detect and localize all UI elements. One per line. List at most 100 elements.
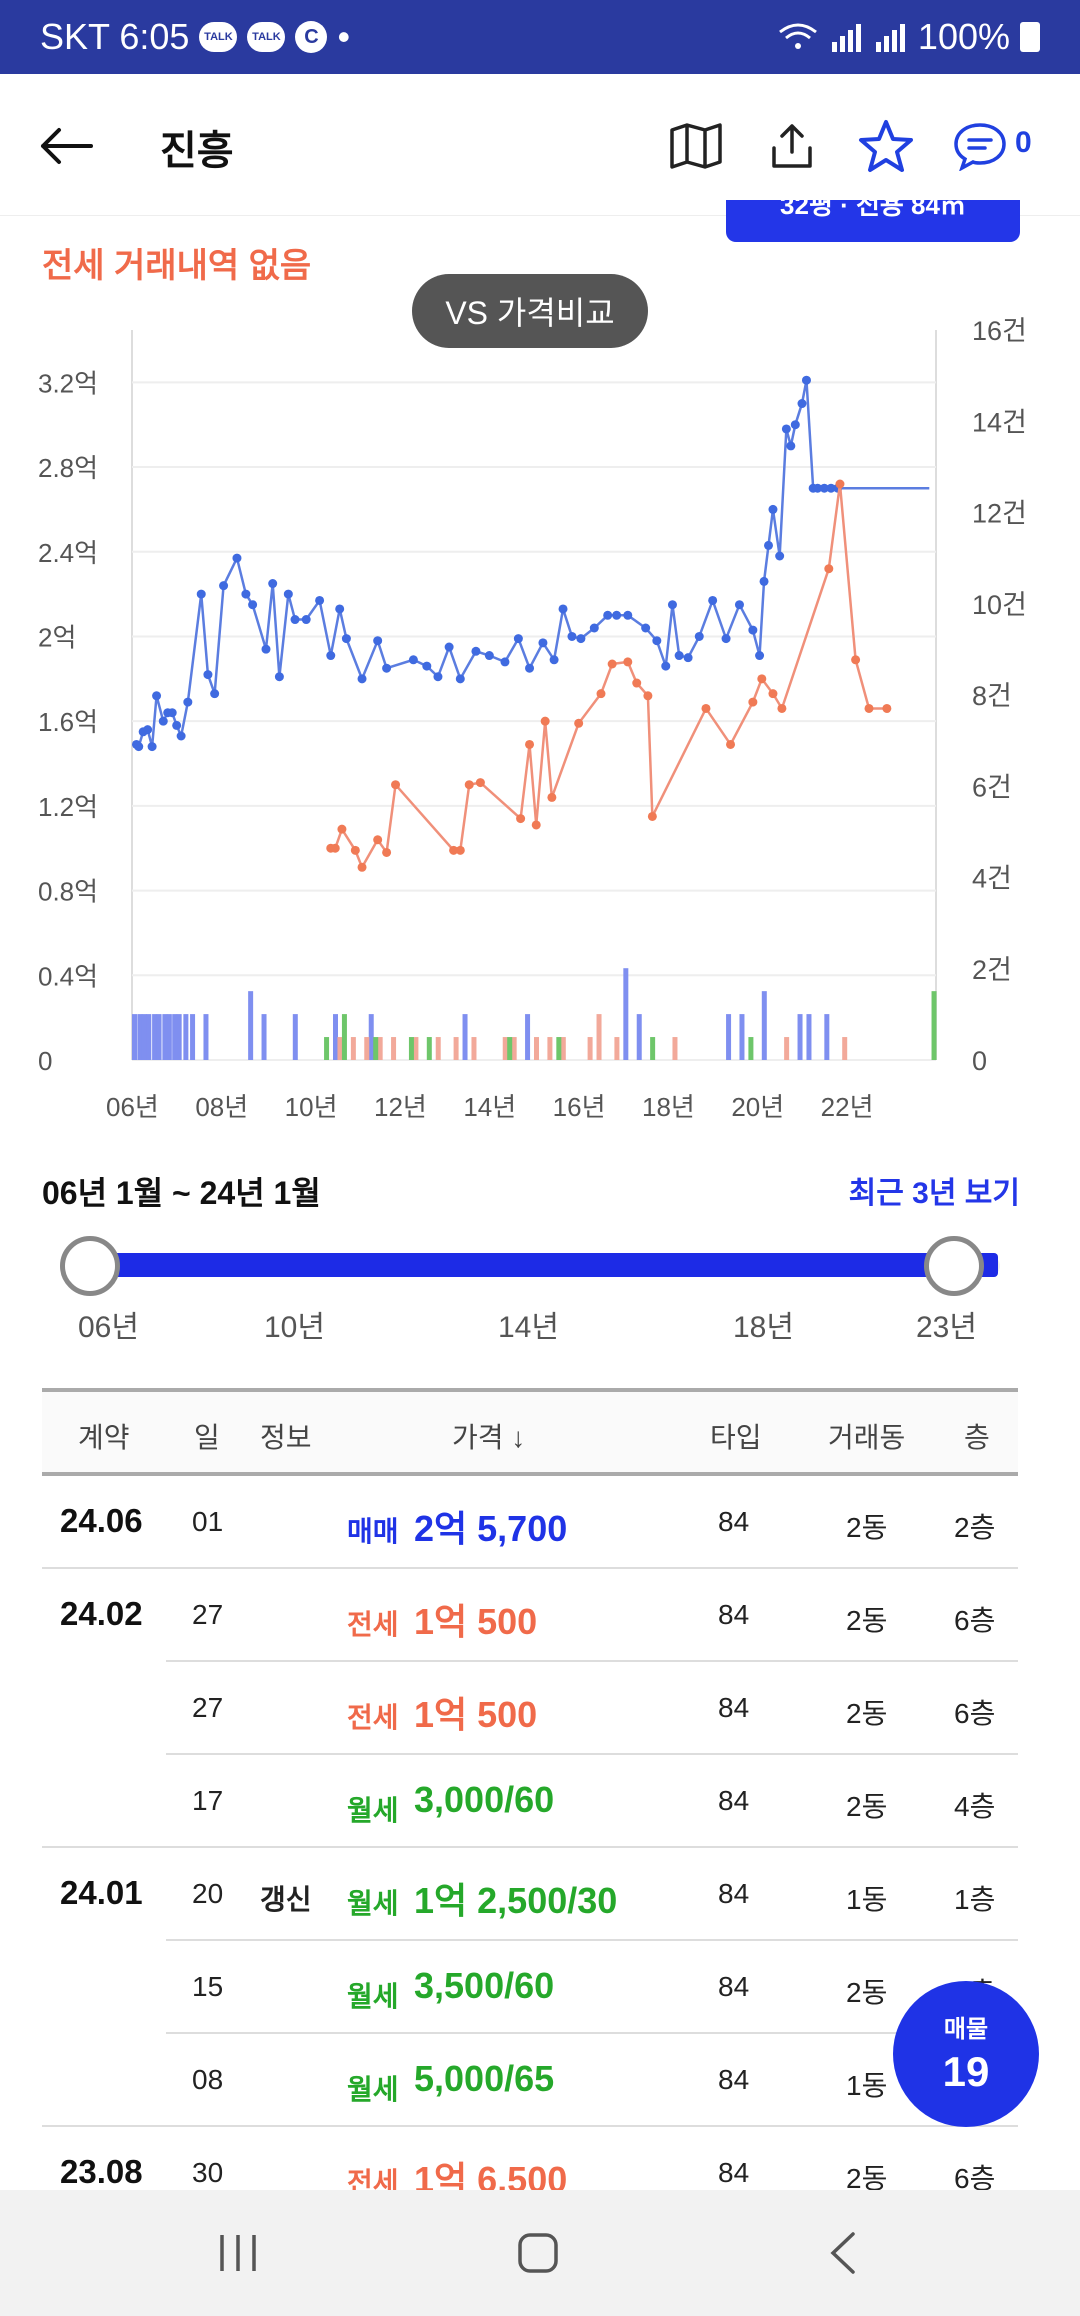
floor: 1층 [954,1884,996,1915]
share-button[interactable] [762,118,822,174]
chart-volume-bar [471,1037,477,1060]
sale-price-point [768,504,778,514]
listings-fab[interactable]: 매물 19 [893,1981,1039,2127]
comments-button[interactable] [950,118,1010,174]
rent-price-point [835,479,845,489]
chart-volume-bar [152,1014,158,1060]
contract-month: 23.08 [60,2153,143,2190]
home-button[interactable] [498,2220,578,2286]
chart-x-tick-label: 18년 [642,1092,695,1122]
chart-volume-bar [636,1014,642,1060]
type-selector[interactable]: 32평 · 전용 84㎡ [726,200,1020,242]
system-back-button[interactable] [802,2220,882,2286]
chart-x-tick-label: 22년 [821,1092,874,1122]
sale-price-point [813,483,823,493]
range-slider-track[interactable] [90,1253,998,1277]
sale-price-point [341,634,351,644]
sale-price-point [283,589,293,599]
sale-price-point [326,651,336,661]
table-row[interactable]: 24.01 20 갱신 월세 1억 2,500/30 84 1동 1층 [42,1848,1018,1941]
chart-y-tick-label: 0.4억 [38,961,98,991]
map-button[interactable] [666,118,726,174]
row-divider [42,1846,1018,1848]
sale-price-point [801,375,811,385]
chart-x-tick-label: 10년 [285,1092,338,1122]
range-slider-end-handle[interactable] [924,1236,984,1296]
sale-price-point [513,634,523,644]
chart-volume-bar [337,1037,343,1060]
listings-count: 19 [942,2048,990,2095]
rent-price-point [516,814,526,824]
contract-day: 30 [192,2157,224,2188]
table-row[interactable]: 27 전세 1억 500 84 2동 6층 [42,1662,1018,1755]
chart-x-tick-label: 12년 [374,1092,427,1122]
rent-price-point [330,843,340,853]
recents-button[interactable] [198,2220,278,2286]
header-day: 일 [194,1422,220,1453]
table-row[interactable]: 08 월세 5,000/65 84 1동 [42,2034,1018,2127]
rent-price-point [851,655,861,665]
chart-volume-bar [426,1037,432,1060]
chart-volume-bar [333,1014,338,1060]
table-row[interactable]: 17 월세 3,000/60 84 2동 4층 [42,1755,1018,1848]
sale-price-point [158,716,168,726]
price-chart: 0 0.4억 0.8억 1.2억 1.6억 2억 2.4억 2.8억 3.2억 0 2건 4건 6건 8건… [38,316,1027,1122]
sale-price-point [694,631,704,641]
chart-y-right-tick-label: 4건 [972,864,1012,894]
contract-day: 01 [192,1506,224,1537]
table-row[interactable]: 24.06 01 매매 2억 5,700 84 2동 2층 [42,1476,1018,1569]
chart-volume-bar [190,1014,196,1060]
sale-price-point [382,663,392,673]
sale-price-point [232,553,242,563]
sale-price-point [433,672,443,682]
deal-price: 1억 500 [414,1601,538,1642]
sale-price-point [674,651,684,661]
sale-price-point [538,638,548,648]
chart-volume-bar [373,1037,379,1060]
rent-price-point [777,703,787,713]
sale-price-point [759,576,769,586]
deal-kind: 월세 [347,1888,399,1919]
deal-kind: 전세 [347,1609,399,1640]
chart-y-right-tick-label: 14건 [972,407,1027,437]
recent-3-years-button[interactable]: 최근 3년 보기 [848,1177,1020,1210]
header-price-sort[interactable]: 가격 ↓ [452,1422,526,1453]
chart-volume-bar [156,1014,162,1060]
rent-price-point [748,697,758,707]
sale-price-point [819,483,829,493]
chart-volume-bar [162,1014,168,1060]
table-row[interactable]: 24.02 27 전세 1억 500 84 2동 6층 [42,1569,1018,1662]
deal-kind: 매매 [347,1516,399,1547]
chart-volume-bar [672,1037,678,1060]
sale-price-point [261,644,271,654]
chart-volume-bar [176,1014,182,1060]
sale-price-point [196,589,206,599]
vs-compare-button[interactable]: VS 가격비교 [412,274,648,348]
contract-month: 24.02 [60,1595,143,1632]
rent-price-point [643,691,653,701]
unit-type: 84 [718,1599,750,1630]
chart-volume-bar [324,1037,330,1060]
sale-price-point [484,651,494,661]
range-slider-start-handle[interactable] [60,1236,120,1296]
deal-price: 1억 2,500/30 [414,1880,618,1921]
chart-y-tick-label: 0.8억 [38,877,98,907]
sale-price-point [652,636,662,646]
sale-price-point [274,672,284,682]
rent-price-line [330,483,887,871]
sale-price-point [335,604,345,614]
chart-volume-bar [350,1037,356,1060]
sale-price-point [152,691,162,701]
sale-price-point [721,634,731,644]
chart-volume-bar [141,1014,147,1060]
favorite-button[interactable] [856,118,916,174]
sale-price-point [357,674,367,684]
chart-volume-bar [408,1037,414,1060]
back-button[interactable] [38,118,94,174]
sale-price-point [641,623,651,633]
chart-volume-bar [511,1037,517,1060]
chevron-left-icon [830,2232,855,2274]
no-jeonse-notice: 전세 거래내역 없음 [42,247,312,285]
chart-volume-bar [547,1037,553,1060]
